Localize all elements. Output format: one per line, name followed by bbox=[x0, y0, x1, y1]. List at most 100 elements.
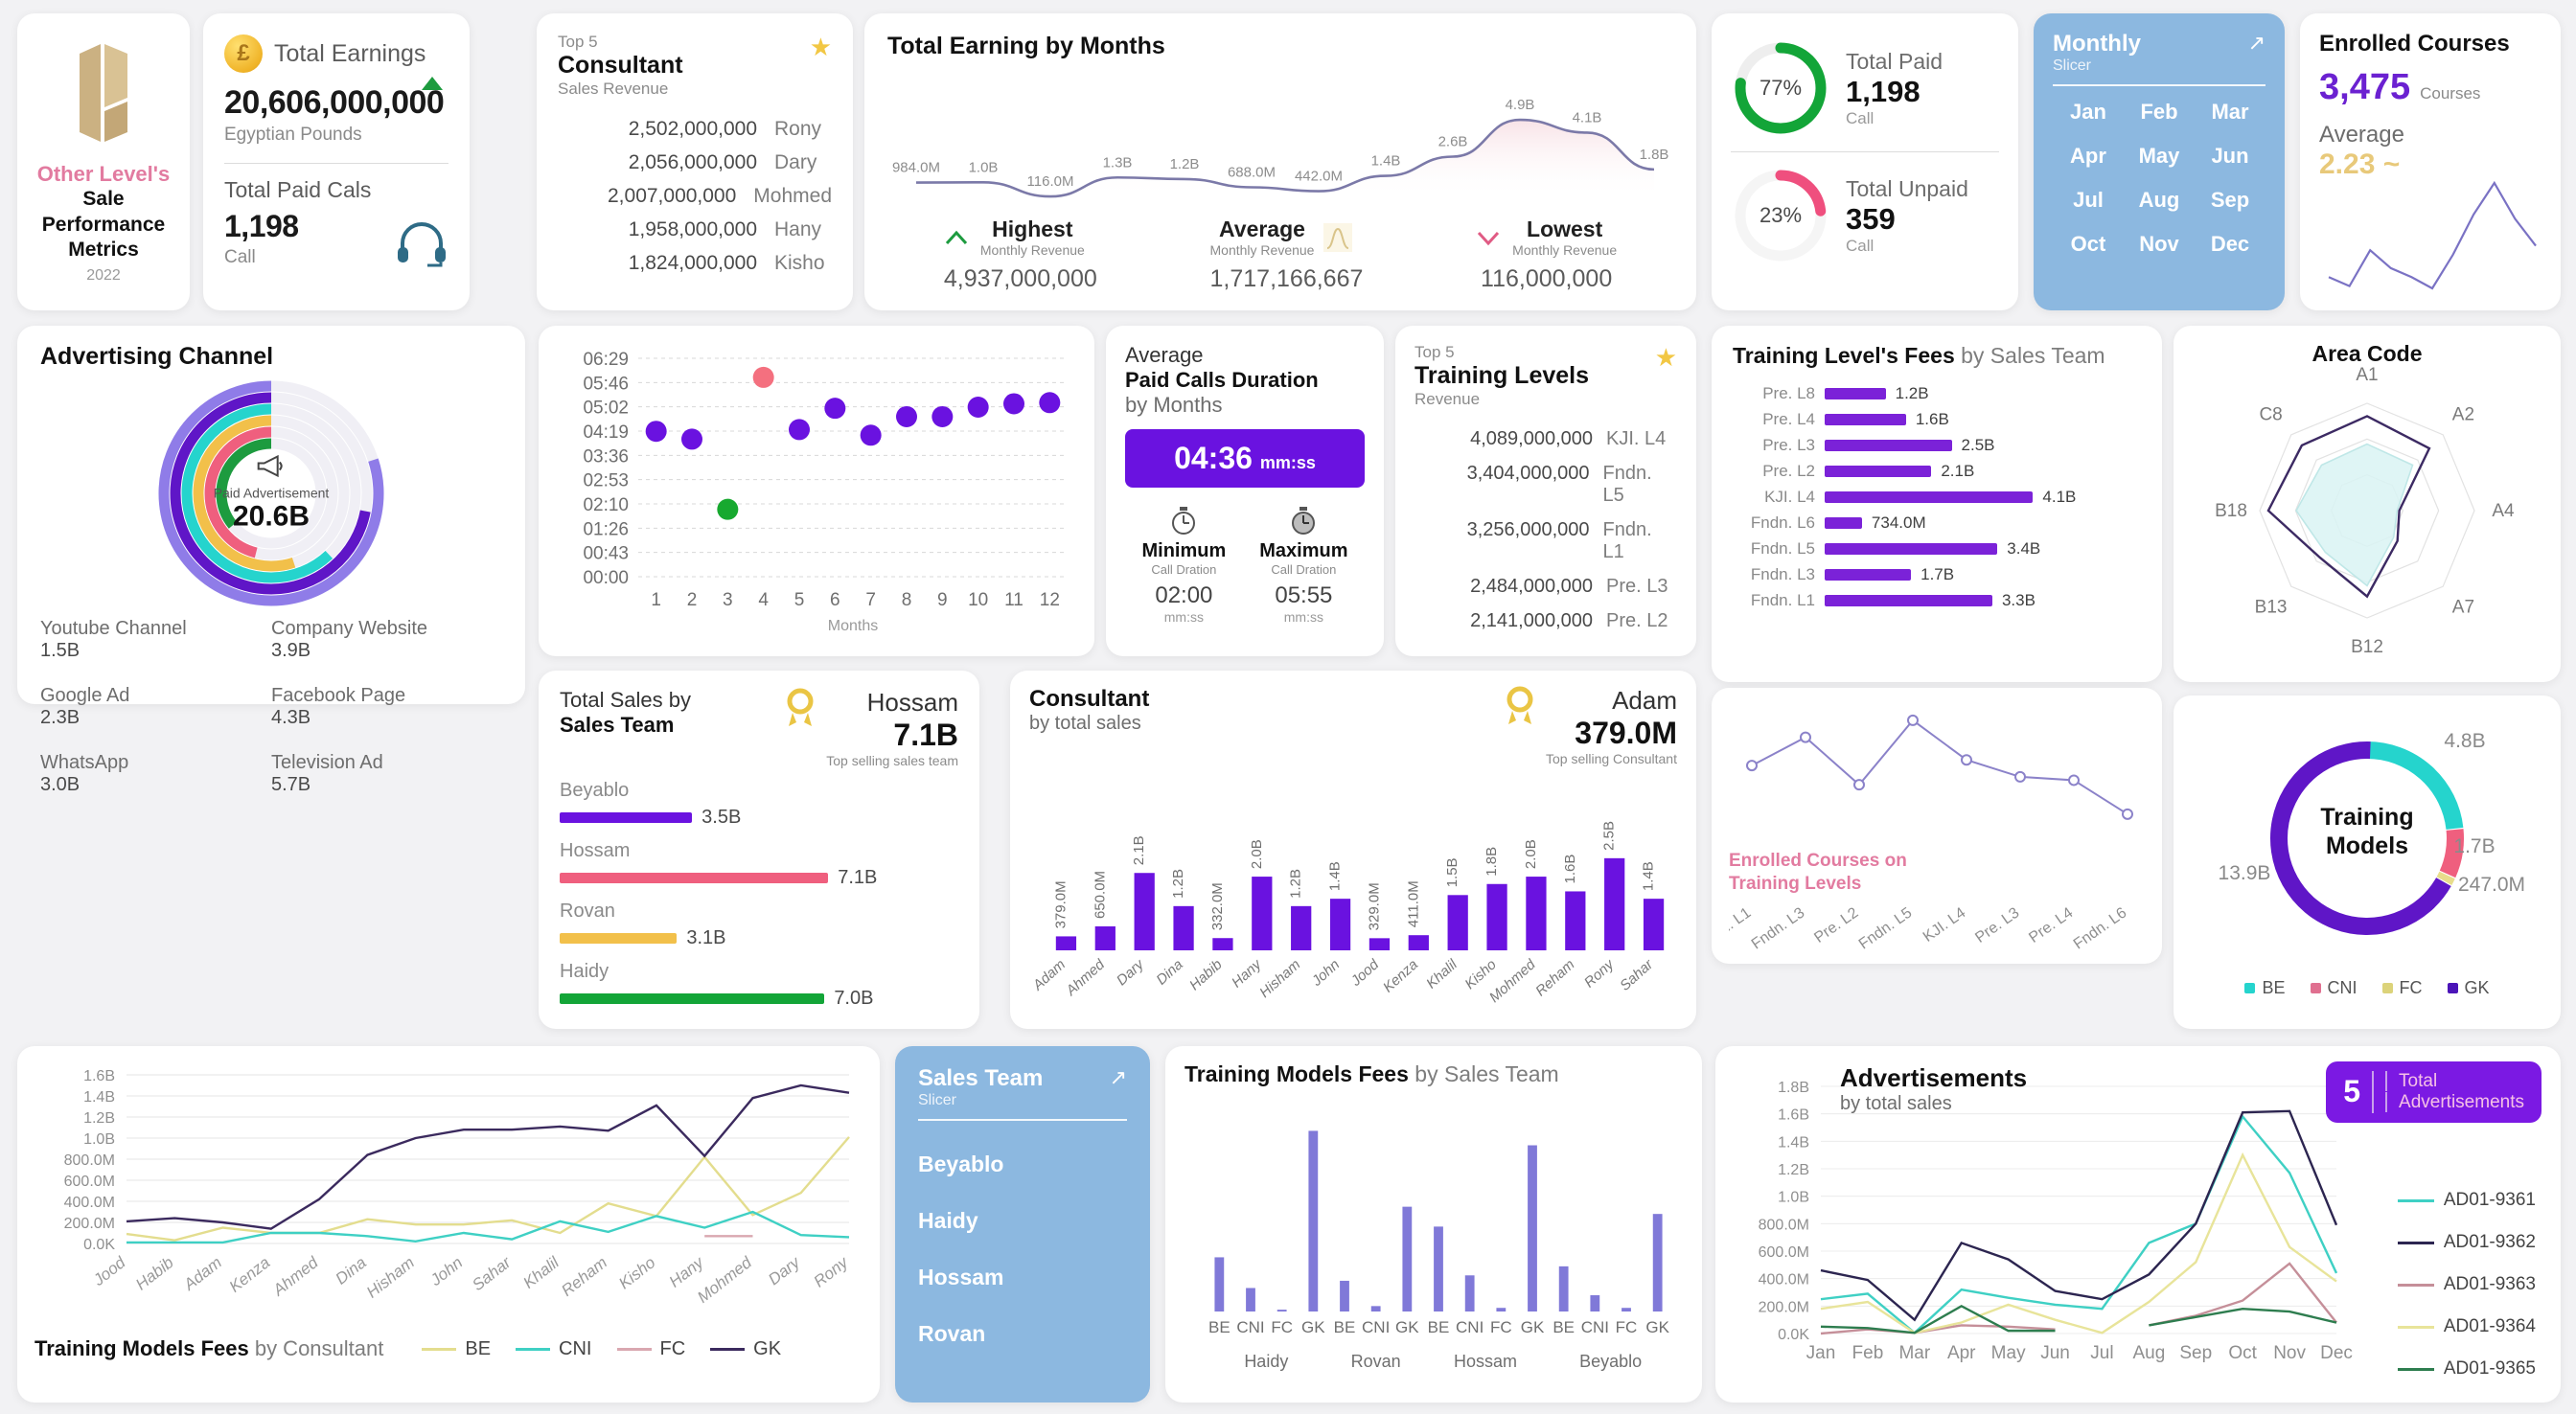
legend-item-cni: CNI bbox=[516, 1338, 592, 1360]
area-code-card: Area Code A1 A2 A4 A7 B12 B13 B18 C8 bbox=[2174, 326, 2561, 682]
month-option-jul[interactable]: Jul bbox=[2073, 188, 2104, 212]
legend-item-be: BE bbox=[2244, 978, 2286, 998]
sales-team-title2: Sales Team bbox=[560, 713, 675, 737]
svg-text:Months: Months bbox=[828, 618, 878, 634]
svg-text:4.8B: 4.8B bbox=[2444, 730, 2485, 752]
svg-text:Kisho: Kisho bbox=[615, 1253, 658, 1292]
total-paid-gauge-row: 77% Total Paid 1,198 Call bbox=[1731, 38, 1999, 138]
svg-text:B12: B12 bbox=[2351, 637, 2383, 657]
svg-text:247.0M: 247.0M bbox=[2458, 874, 2525, 896]
svg-text:1.2B: 1.2B bbox=[83, 1110, 115, 1127]
svg-text:John: John bbox=[426, 1253, 467, 1289]
svg-text:Apr: Apr bbox=[1947, 1343, 1976, 1363]
month-option-jun[interactable]: Jun bbox=[2211, 144, 2249, 168]
fee-label: KJI. L4 bbox=[1764, 488, 1815, 506]
divider bbox=[2053, 84, 2266, 86]
fee-value: 2.5B bbox=[1961, 436, 1995, 454]
svg-text:0.0K: 0.0K bbox=[83, 1237, 115, 1253]
month-option-mar[interactable]: Mar bbox=[2211, 100, 2249, 124]
svg-text:Rony: Rony bbox=[810, 1252, 852, 1290]
svg-text:600.0M: 600.0M bbox=[1759, 1244, 1809, 1261]
svg-text:12: 12 bbox=[1040, 590, 1060, 610]
svg-text:1: 1 bbox=[651, 590, 661, 610]
monthly-slicer-card[interactable]: Monthly Slicer ↗ Jan Feb Mar Apr May Jun… bbox=[2034, 13, 2285, 310]
legend-line bbox=[2397, 1241, 2434, 1244]
star-icon: ★ bbox=[809, 33, 832, 61]
tmf-consultant-legend: BE CNI FC GK bbox=[422, 1338, 781, 1360]
sales-slicer-option-beyablo[interactable]: Beyablo bbox=[918, 1152, 1004, 1176]
svg-text:BE: BE bbox=[1552, 1318, 1575, 1336]
medal-icon bbox=[1506, 686, 1533, 724]
total-advertisements-badge: 5 Total Advertisements bbox=[2326, 1061, 2542, 1123]
arrow-up-right-icon[interactable]: ↗ bbox=[1109, 1065, 1127, 1089]
svg-text:800.0M: 800.0M bbox=[1759, 1217, 1809, 1233]
consultant-bar-chart: 379.0M Adam 650.0M Ahmed 2.1B Dary 1.2B Dina 332… bbox=[1029, 821, 1665, 1006]
svg-text:1.7B: 1.7B bbox=[2453, 835, 2495, 857]
sales-team-slicer-card[interactable]: Sales Team Slicer ↗ Beyablo Haidy Hossam… bbox=[895, 1046, 1150, 1403]
fee-value: 2.1B bbox=[1941, 462, 1975, 480]
total-unpaid-label: Total Unpaid bbox=[1846, 175, 1968, 201]
svg-text:Sep: Sep bbox=[2179, 1343, 2212, 1363]
month-option-feb[interactable]: Feb bbox=[2140, 100, 2178, 124]
sales-team-title1: Total Sales by bbox=[560, 688, 691, 712]
total-paid-calls-unit: Call bbox=[224, 247, 256, 267]
svg-text:800.0M: 800.0M bbox=[64, 1152, 115, 1169]
sales-slicer-option-rovan[interactable]: Rovan bbox=[918, 1321, 986, 1346]
fee-label: Fndn. L3 bbox=[1750, 565, 1815, 583]
training-fees-title: Training Level's Fees bbox=[1733, 343, 1955, 368]
svg-text:Khalil: Khalil bbox=[1423, 956, 1460, 992]
svg-text:13.9B: 13.9B bbox=[2219, 862, 2271, 884]
chevron-up-icon bbox=[945, 230, 967, 244]
svg-text:CNI: CNI bbox=[1362, 1318, 1390, 1336]
fee-row: Fndn. L3 1.7B bbox=[1733, 565, 2141, 584]
sales-slicer-option-haidy[interactable]: Haidy bbox=[918, 1208, 978, 1233]
sales-slicer-option-hossam[interactable]: Hossam bbox=[918, 1265, 1004, 1289]
svg-text:06:29: 06:29 bbox=[583, 350, 629, 370]
fee-value: 734.0M bbox=[1871, 513, 1926, 532]
svg-text:B18: B18 bbox=[2215, 501, 2247, 521]
month-option-jan[interactable]: Jan bbox=[2070, 100, 2106, 124]
svg-text:FC: FC bbox=[1271, 1318, 1293, 1336]
enrolled-courses-sparkline bbox=[2328, 180, 2537, 290]
svg-text:7: 7 bbox=[865, 590, 876, 610]
team-name: Hossam bbox=[560, 840, 631, 861]
svg-text:Mar: Mar bbox=[1898, 1343, 1930, 1363]
enrolled-courses-title: Enrolled Courses bbox=[2319, 31, 2510, 57]
month-option-dec[interactable]: Dec bbox=[2210, 232, 2250, 256]
svg-text:329.0M: 329.0M bbox=[1366, 882, 1382, 930]
svg-text:1.5B: 1.5B bbox=[1444, 857, 1460, 887]
fee-row: Pre. L2 2.1B bbox=[1733, 462, 2141, 481]
svg-text:4.1B: 4.1B bbox=[1573, 109, 1602, 125]
brand-year: 2022 bbox=[86, 267, 121, 284]
month-option-nov[interactable]: Nov bbox=[2139, 232, 2179, 256]
svg-text:Nov: Nov bbox=[2273, 1343, 2306, 1363]
divider bbox=[224, 163, 448, 164]
fee-bar bbox=[1825, 388, 1886, 399]
month-option-may[interactable]: May bbox=[2138, 144, 2180, 168]
svg-text:2.0B: 2.0B bbox=[1249, 839, 1265, 869]
avg-duration-line3: by Months bbox=[1125, 393, 1223, 417]
svg-text:Fndn. L1: Fndn. L1 bbox=[1729, 904, 1754, 952]
list-item: 4,089,000,000 KJI. L4 bbox=[1470, 427, 1667, 449]
arrow-up-right-icon[interactable]: ↗ bbox=[2247, 31, 2266, 55]
training-models-card: 4.8B 1.7B 247.0M 13.9B Training Models BE C… bbox=[2174, 696, 2561, 1029]
fee-row: KJI. L4 4.1B bbox=[1733, 488, 2141, 507]
svg-text:Rovan: Rovan bbox=[1351, 1352, 1401, 1371]
stat-average: Average Monthly Revenue 1,717,166,667 bbox=[1209, 217, 1364, 292]
month-option-apr[interactable]: Apr bbox=[2070, 144, 2106, 168]
total-earnings-value: 20,606,000,000 bbox=[224, 84, 445, 121]
ads-badge-line1: Total bbox=[2385, 1071, 2438, 1091]
earning-months-chart: 984.0M 1.0B 116.0M 1.3B 1.2B 688.0M 442.0M 1.4B… bbox=[892, 97, 1668, 198]
month-option-oct[interactable]: Oct bbox=[2070, 232, 2106, 256]
top5-value: 2,007,000,000 bbox=[608, 184, 737, 207]
month-option-sep[interactable]: Sep bbox=[2210, 188, 2250, 212]
list-item: 2,056,000,000 Dary bbox=[558, 151, 832, 174]
stat-lowest: Lowest Monthly Revenue 116,000,000 bbox=[1476, 217, 1617, 293]
team-bar-item: Haidy 7.0B bbox=[560, 961, 958, 1010]
svg-text:600.0M: 600.0M bbox=[64, 1174, 115, 1190]
month-option-aug[interactable]: Aug bbox=[2138, 188, 2180, 212]
fee-row: Pre. L8 1.2B bbox=[1733, 384, 2141, 403]
total-unpaid-gauge-row: 23% Total Unpaid 359 Call bbox=[1731, 166, 1999, 265]
total-earnings-card: £ Total Earnings 20,606,000,000 Egyptian… bbox=[203, 13, 470, 310]
legend-swatch bbox=[2381, 983, 2393, 993]
